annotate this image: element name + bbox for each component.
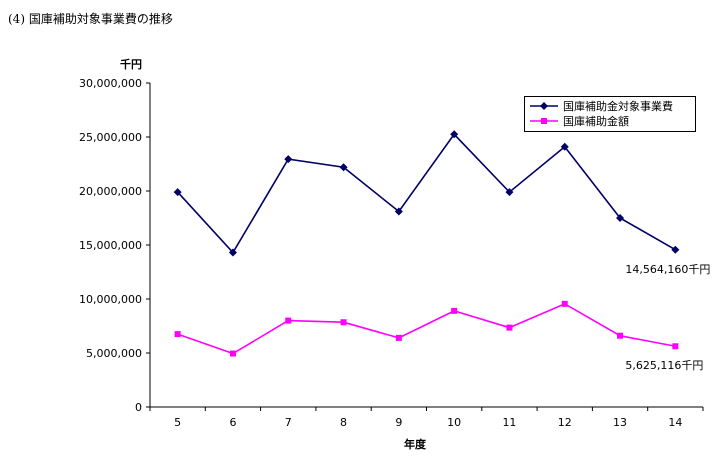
data-point-square xyxy=(561,300,568,307)
data-point-square xyxy=(174,331,181,338)
legend-label: 国庫補助金額 xyxy=(563,115,629,128)
page-title: (4) 国庫補助対象事業費の推移 xyxy=(8,12,173,26)
y-tick-label: 10,000,000 xyxy=(79,293,142,306)
data-point-diamond xyxy=(284,155,293,164)
x-tick-label: 14 xyxy=(668,416,682,429)
y-axis-unit-label: 千円 xyxy=(120,58,142,71)
data-point-square xyxy=(506,324,513,331)
x-tick-label: 6 xyxy=(229,416,236,429)
y-tick-label: 15,000,000 xyxy=(79,239,142,252)
x-tick-label: 12 xyxy=(558,416,572,429)
data-point-square xyxy=(229,350,236,357)
data-point-square xyxy=(617,332,624,339)
data-point-square xyxy=(340,319,347,326)
data-point-diamond xyxy=(450,130,459,139)
legend-swatch-square xyxy=(530,118,558,124)
chart-axes: 0 5,000,000 10,000,000 15,000,000 20,000,000… xyxy=(79,77,704,429)
data-point-diamond xyxy=(339,163,348,172)
data-point-square xyxy=(451,307,458,314)
x-tick-label: 11 xyxy=(502,416,516,429)
series-lines xyxy=(177,133,676,355)
x-tick-label: 9 xyxy=(395,416,402,429)
data-point-diamond xyxy=(560,142,569,151)
data-point-square xyxy=(395,334,402,341)
y-tick-label: 30,000,000 xyxy=(79,77,142,90)
data-point-diamond xyxy=(173,188,182,197)
data-point-diamond xyxy=(228,248,237,257)
y-tick-label: 5,000,000 xyxy=(86,347,142,360)
x-axis-title: 年度 xyxy=(404,438,426,451)
end-value-label-subsidy: 5,625,116千円 xyxy=(625,359,704,373)
data-point-diamond xyxy=(505,188,514,197)
data-point-diamond xyxy=(671,245,680,254)
data-point-diamond xyxy=(616,214,625,222)
data-point-diamond xyxy=(394,207,403,216)
end-value-label-project-cost: 14,564,160千円 xyxy=(625,262,711,276)
y-tick-label: 0 xyxy=(135,401,142,414)
y-tick-label: 25,000,000 xyxy=(79,131,142,144)
series-line-0 xyxy=(177,133,676,254)
x-tick-label: 5 xyxy=(174,416,181,429)
chart-legend: 国庫補助金対象事業費 国庫補助金額 xyxy=(524,96,696,132)
x-tick-label: 13 xyxy=(613,416,627,429)
y-tick-label: 20,000,000 xyxy=(79,185,142,198)
x-tick-label: 8 xyxy=(340,416,347,429)
x-tick-label: 7 xyxy=(285,416,292,429)
x-tick-label: 10 xyxy=(447,416,461,429)
legend-label: 国庫補助金対象事業費 xyxy=(563,100,673,113)
series-line-1 xyxy=(177,302,676,355)
legend-swatch-diamond xyxy=(530,102,558,110)
series-markers xyxy=(173,130,680,357)
data-point-square xyxy=(285,317,292,324)
data-point-square xyxy=(672,343,679,350)
